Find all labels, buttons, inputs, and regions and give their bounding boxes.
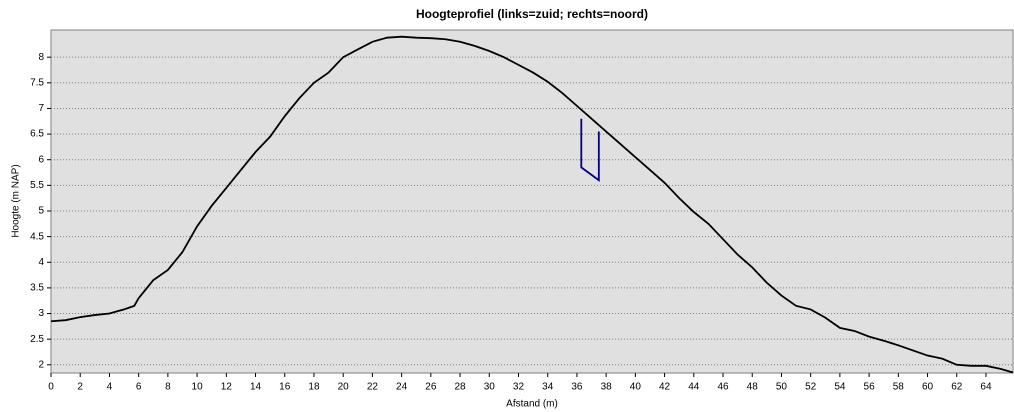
x-tick-label: 64 bbox=[980, 382, 992, 393]
x-tick-label: 36 bbox=[571, 382, 583, 393]
x-tick-label: 34 bbox=[542, 382, 554, 393]
x-tick-label: 56 bbox=[864, 382, 876, 393]
y-tick-label: 4.5 bbox=[30, 231, 44, 242]
x-tick-label: 0 bbox=[48, 382, 54, 393]
x-tick-label: 32 bbox=[513, 382, 525, 393]
y-tick-label: 5.5 bbox=[30, 180, 44, 191]
y-tick-label: 6.5 bbox=[30, 129, 44, 140]
y-tick-label: 3 bbox=[38, 308, 44, 319]
profile-line bbox=[50, 35, 1014, 374]
x-tick-label: 28 bbox=[454, 382, 466, 393]
y-tick-label: 6 bbox=[38, 154, 44, 165]
plot-area bbox=[50, 29, 1014, 374]
y-tick-label: 8 bbox=[38, 52, 44, 63]
y-tick-label: 4 bbox=[38, 257, 44, 268]
x-axis-label: Afstand (m) bbox=[506, 399, 558, 410]
x-tick-label: 40 bbox=[630, 382, 642, 393]
y-tick-label: 7 bbox=[38, 103, 44, 114]
y-tick-label: 2.5 bbox=[30, 334, 44, 345]
y-tick-label: 7.5 bbox=[30, 77, 44, 88]
x-tick-label: 62 bbox=[951, 382, 963, 393]
y-axis-label: Hoogte (m NAP) bbox=[11, 164, 22, 237]
x-tick-label: 4 bbox=[107, 382, 113, 393]
x-tick-label: 8 bbox=[165, 382, 171, 393]
x-tick-label: 42 bbox=[659, 382, 671, 393]
x-tick-label: 20 bbox=[338, 382, 350, 393]
x-tick-label: 48 bbox=[747, 382, 759, 393]
y-tick-label: 3.5 bbox=[30, 283, 44, 294]
chart-title: Hoogteprofiel (links=zuid; rechts=noord) bbox=[416, 7, 648, 21]
y-tick-label: 5 bbox=[38, 206, 44, 217]
x-tick-label: 50 bbox=[776, 382, 788, 393]
x-tick-label: 26 bbox=[425, 382, 437, 393]
x-tick-label: 6 bbox=[136, 382, 142, 393]
x-tick-label: 44 bbox=[688, 382, 700, 393]
x-tick-label: 46 bbox=[717, 382, 729, 393]
x-tick-label: 14 bbox=[250, 382, 262, 393]
x-tick-label: 30 bbox=[484, 382, 496, 393]
x-tick-label: 16 bbox=[279, 382, 291, 393]
x-tick-label: 12 bbox=[221, 382, 233, 393]
x-tick-label: 58 bbox=[893, 382, 905, 393]
x-tick-label: 38 bbox=[601, 382, 613, 393]
x-tick-label: 52 bbox=[805, 382, 817, 393]
profile-line bbox=[580, 118, 600, 182]
x-tick-label: 22 bbox=[367, 382, 379, 393]
x-tick-label: 60 bbox=[922, 382, 934, 393]
x-tick-label: 54 bbox=[834, 382, 846, 393]
y-tick-label: 2 bbox=[38, 359, 44, 370]
x-tick-label: 2 bbox=[77, 382, 83, 393]
x-tick-label: 10 bbox=[192, 382, 204, 393]
x-tick-label: 24 bbox=[396, 382, 408, 393]
x-tick-label: 18 bbox=[308, 382, 320, 393]
